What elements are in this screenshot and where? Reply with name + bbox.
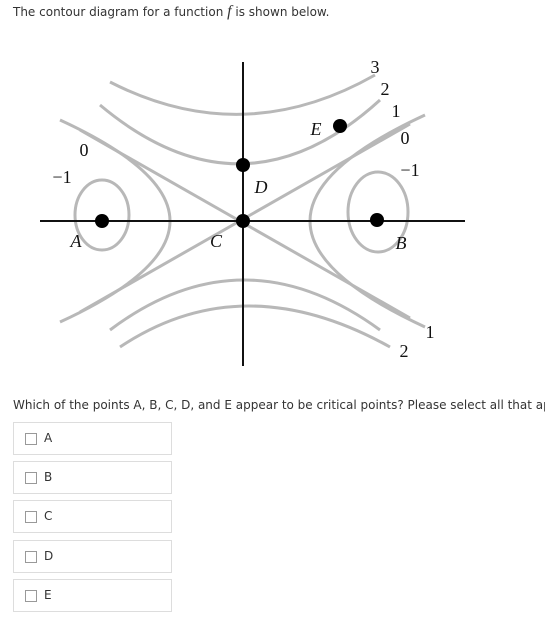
contour-label: 0	[401, 128, 410, 148]
contour-label: 3	[371, 57, 380, 77]
point-label: D	[254, 177, 268, 197]
question-prefix: The contour diagram for a function	[13, 5, 224, 19]
points	[95, 119, 384, 228]
point	[236, 158, 250, 172]
checkbox[interactable]	[25, 590, 37, 602]
option[interactable]: B	[13, 461, 172, 494]
point	[370, 213, 384, 227]
checkbox[interactable]	[25, 511, 37, 523]
contour	[119, 304, 391, 349]
option[interactable]: A	[13, 422, 172, 455]
contour	[346, 170, 410, 254]
question-suffix: is shown below.	[235, 5, 330, 19]
point-label: A	[70, 231, 83, 251]
option[interactable]: D	[13, 540, 172, 573]
point	[236, 214, 250, 228]
contour	[73, 178, 131, 252]
contour-label: 2	[400, 341, 409, 361]
checkbox[interactable]	[25, 472, 37, 484]
contour-label: −1	[400, 160, 419, 180]
option-label: E	[44, 588, 52, 602]
function-name: f	[227, 3, 232, 20]
point	[333, 119, 347, 133]
point-label: E	[310, 119, 322, 139]
contour-label: 2	[381, 79, 390, 99]
point	[95, 214, 109, 228]
option-label: A	[44, 431, 53, 445]
option-label: D	[44, 549, 54, 563]
contour-label: −1	[52, 167, 71, 187]
checkbox[interactable]	[25, 551, 37, 563]
point-label: C	[210, 231, 223, 251]
option-label: C	[44, 509, 53, 523]
question-text: The contour diagram for a function f is …	[13, 3, 329, 21]
contour-label: 1	[392, 101, 401, 121]
option[interactable]: C	[13, 500, 172, 533]
contour-label: 1	[426, 322, 435, 342]
checkbox[interactable]	[25, 433, 37, 445]
option[interactable]: E	[13, 579, 172, 612]
contour-label: 0	[80, 140, 89, 160]
option-label: B	[44, 470, 53, 484]
point-label: B	[396, 233, 407, 253]
prompt: Which of the points A, B, C, D, and E ap…	[13, 398, 545, 412]
